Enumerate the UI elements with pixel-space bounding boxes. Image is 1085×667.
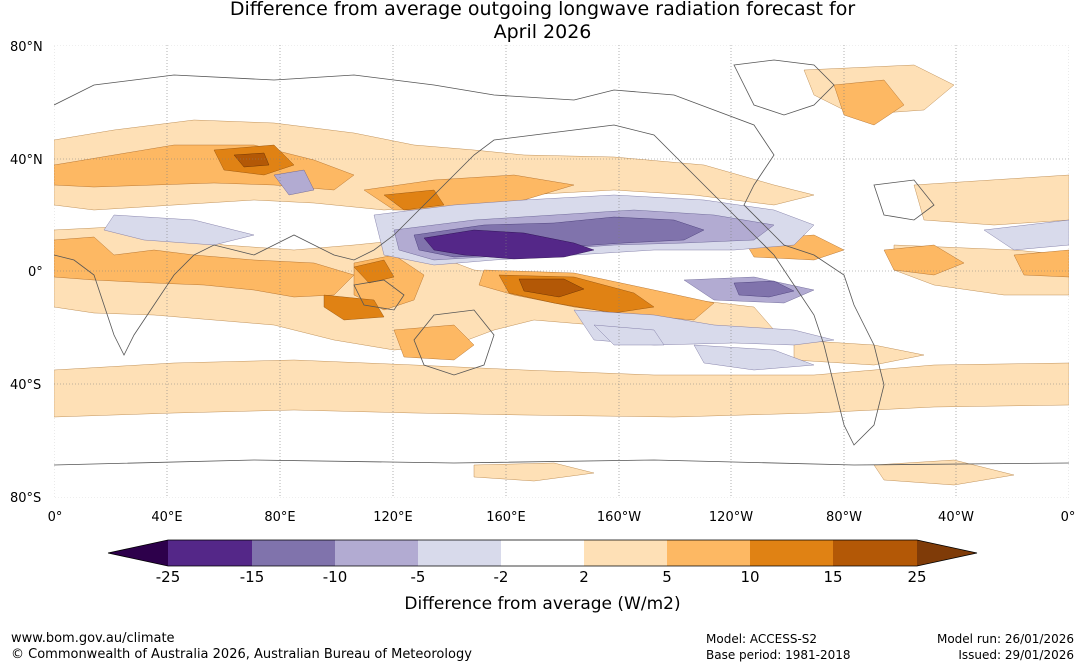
coastlines (54, 59, 1069, 466)
anomaly-15-to-25 (233, 152, 585, 298)
colorbar-extend-min (108, 540, 168, 566)
lon-label-120w: 120°W (708, 510, 754, 525)
colorbar-label-minus15: -15 (239, 568, 265, 586)
colorbar-bin-1 (252, 540, 335, 566)
colorbar-label-25: 25 (907, 568, 927, 586)
lon-label-160w: 160°W (596, 510, 642, 525)
map-title-line1: Difference from average outgoing longwav… (229, 0, 856, 20)
footer-base-period: Base period: 1981-2018 (706, 648, 851, 662)
colorbar-bin-4 (501, 540, 584, 566)
colorbar (107, 539, 978, 567)
colorbar-label-5: 5 (662, 568, 672, 586)
lat-label-80n: 80°N (10, 40, 43, 55)
lon-label-40e: 40°E (151, 510, 183, 525)
colorbar-label-2: 2 (579, 568, 589, 586)
footer-issued: Issued: 29/01/2026 (958, 648, 1074, 662)
colorbar-extend-max (917, 540, 977, 566)
olr-anomaly-map (54, 45, 1069, 498)
colorbar-bin-5 (584, 540, 667, 566)
lon-label-160e: 160°E (486, 510, 526, 525)
colorbar-bin-7 (750, 540, 833, 566)
colorbar-bin-2 (335, 540, 418, 566)
colorbar-bin-6 (667, 540, 750, 566)
colorbar-label-minus2: -2 (493, 568, 509, 586)
colorbar-label-minus10: -10 (322, 568, 348, 586)
lat-label-40n: 40°N (10, 153, 43, 168)
colorbar-label-10: 10 (740, 568, 760, 586)
lat-label-equator: 0° (28, 265, 43, 280)
lon-label-80w: 80°W (826, 510, 862, 525)
colorbar-label-minus25: -25 (155, 568, 181, 586)
colorbar-label-minus5: -5 (410, 568, 426, 586)
lon-label-40w: 40°W (938, 510, 974, 525)
colorbar-label-15: 15 (823, 568, 843, 586)
footer-copyright: © Commonwealth of Australia 2026, Austra… (11, 647, 472, 662)
lon-label-80e: 80°E (264, 510, 296, 525)
map-title-line2: April 2026 (493, 21, 592, 43)
footer-model: Model: ACCESS-S2 (706, 632, 818, 646)
lat-label-40s: 40°S (10, 378, 42, 393)
colorbar-bin-0 (168, 540, 252, 566)
footer-model-run: Model run: 26/01/2026 (936, 632, 1074, 646)
colorbar-bin-8 (833, 540, 917, 566)
colorbar-title: Difference from average (W/m2) (404, 594, 681, 614)
anomaly-minus25-to-minus15 (423, 229, 595, 260)
colorbar-outline (107, 539, 978, 567)
lon-label-120e: 120°E (373, 510, 413, 525)
colorbar-bin-3 (418, 540, 501, 566)
graticule (54, 45, 1069, 498)
lat-label-80s: 80°S (10, 491, 42, 506)
footer-url[interactable]: www.bom.gov.au/climate (11, 631, 175, 646)
lon-label-0: 0° (47, 510, 63, 525)
lon-label-0-right: 0° (1060, 510, 1076, 525)
